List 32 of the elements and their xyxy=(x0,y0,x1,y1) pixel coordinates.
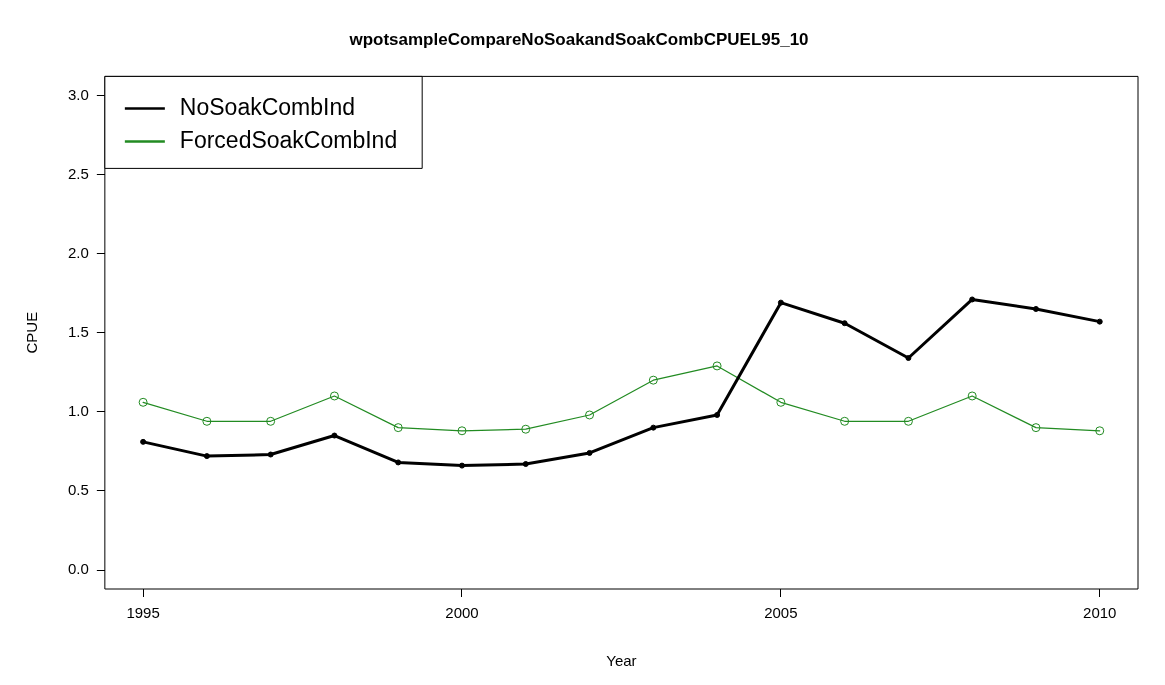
y-tick-label: 3.0 xyxy=(67,85,89,103)
point xyxy=(393,423,403,433)
point xyxy=(1095,426,1105,436)
point xyxy=(1031,423,1041,433)
x-tick-label: 1995 xyxy=(126,604,160,622)
point xyxy=(967,391,977,401)
y-tick-label: 2.0 xyxy=(67,243,89,261)
legend-label: ForcedSoakCombInd xyxy=(179,126,398,153)
point xyxy=(202,416,212,426)
point xyxy=(521,424,531,434)
y-axis-title: CPUE xyxy=(23,311,41,354)
x-tick-label: 2010 xyxy=(1083,604,1117,622)
y-tick-label: 2.5 xyxy=(67,164,89,182)
point xyxy=(457,426,467,436)
x-tick-label: 2000 xyxy=(445,604,479,622)
chart-title: wpotsampleCompareNoSoakandSoakCombCPUEL95_10 xyxy=(348,29,809,49)
y-tick-label: 0.5 xyxy=(67,481,89,499)
point xyxy=(648,375,658,385)
x-axis-title: Year xyxy=(606,652,637,670)
point xyxy=(138,397,148,407)
point xyxy=(329,391,339,401)
point xyxy=(266,416,276,426)
point xyxy=(776,397,786,407)
y-tick-label: 1.5 xyxy=(67,322,89,340)
y-tick-label: 0.0 xyxy=(67,560,89,578)
y-tick-label: 1.0 xyxy=(67,401,89,419)
point xyxy=(903,416,913,426)
point xyxy=(712,361,722,371)
point xyxy=(585,410,595,420)
legend-label: NoSoakCombInd xyxy=(179,93,356,120)
point xyxy=(840,416,850,426)
x-tick-label: 2005 xyxy=(764,604,798,622)
